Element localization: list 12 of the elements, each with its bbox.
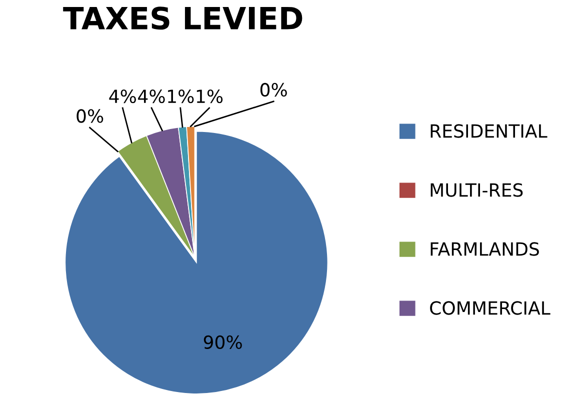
legend-label: RESIDENTIAL <box>430 124 548 138</box>
legend-label: COMMERCIAL <box>430 301 550 315</box>
data-label: 1% <box>196 89 223 104</box>
text: 0% <box>260 82 287 97</box>
chart-title: TAXES LEVIED <box>63 6 302 30</box>
data-label: 4% <box>138 89 165 104</box>
legend-label: FARMLANDS <box>430 242 539 256</box>
text: 0% <box>76 109 104 123</box>
data-label: 1% <box>168 89 194 104</box>
legend-label: MULTI-RES <box>430 183 523 197</box>
data-label: 90% <box>204 335 242 349</box>
data-label: 4% <box>109 89 136 104</box>
